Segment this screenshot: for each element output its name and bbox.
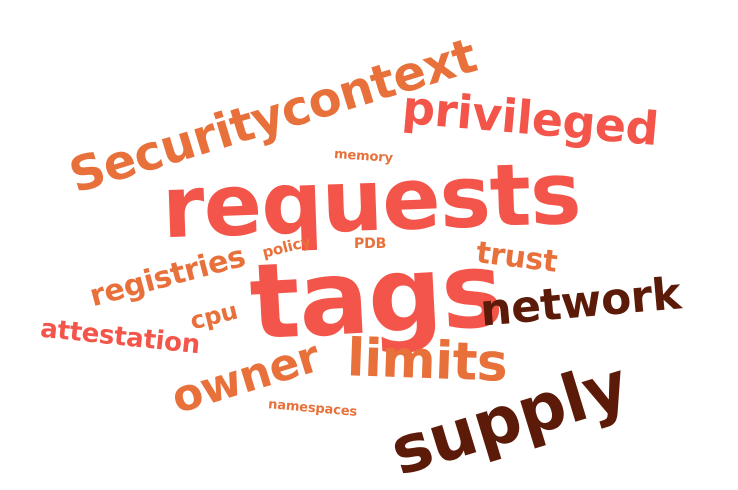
word-limits: limits — [346, 328, 509, 394]
word-network: network — [478, 268, 683, 337]
word-pdb: PDB — [354, 236, 387, 252]
word-cpu: cpu — [187, 296, 241, 336]
word-memory: memory — [333, 146, 394, 167]
word-privileged: privileged — [400, 79, 661, 157]
word-namespaces: namespaces — [267, 397, 358, 420]
word-attestation: attestation — [38, 313, 202, 361]
